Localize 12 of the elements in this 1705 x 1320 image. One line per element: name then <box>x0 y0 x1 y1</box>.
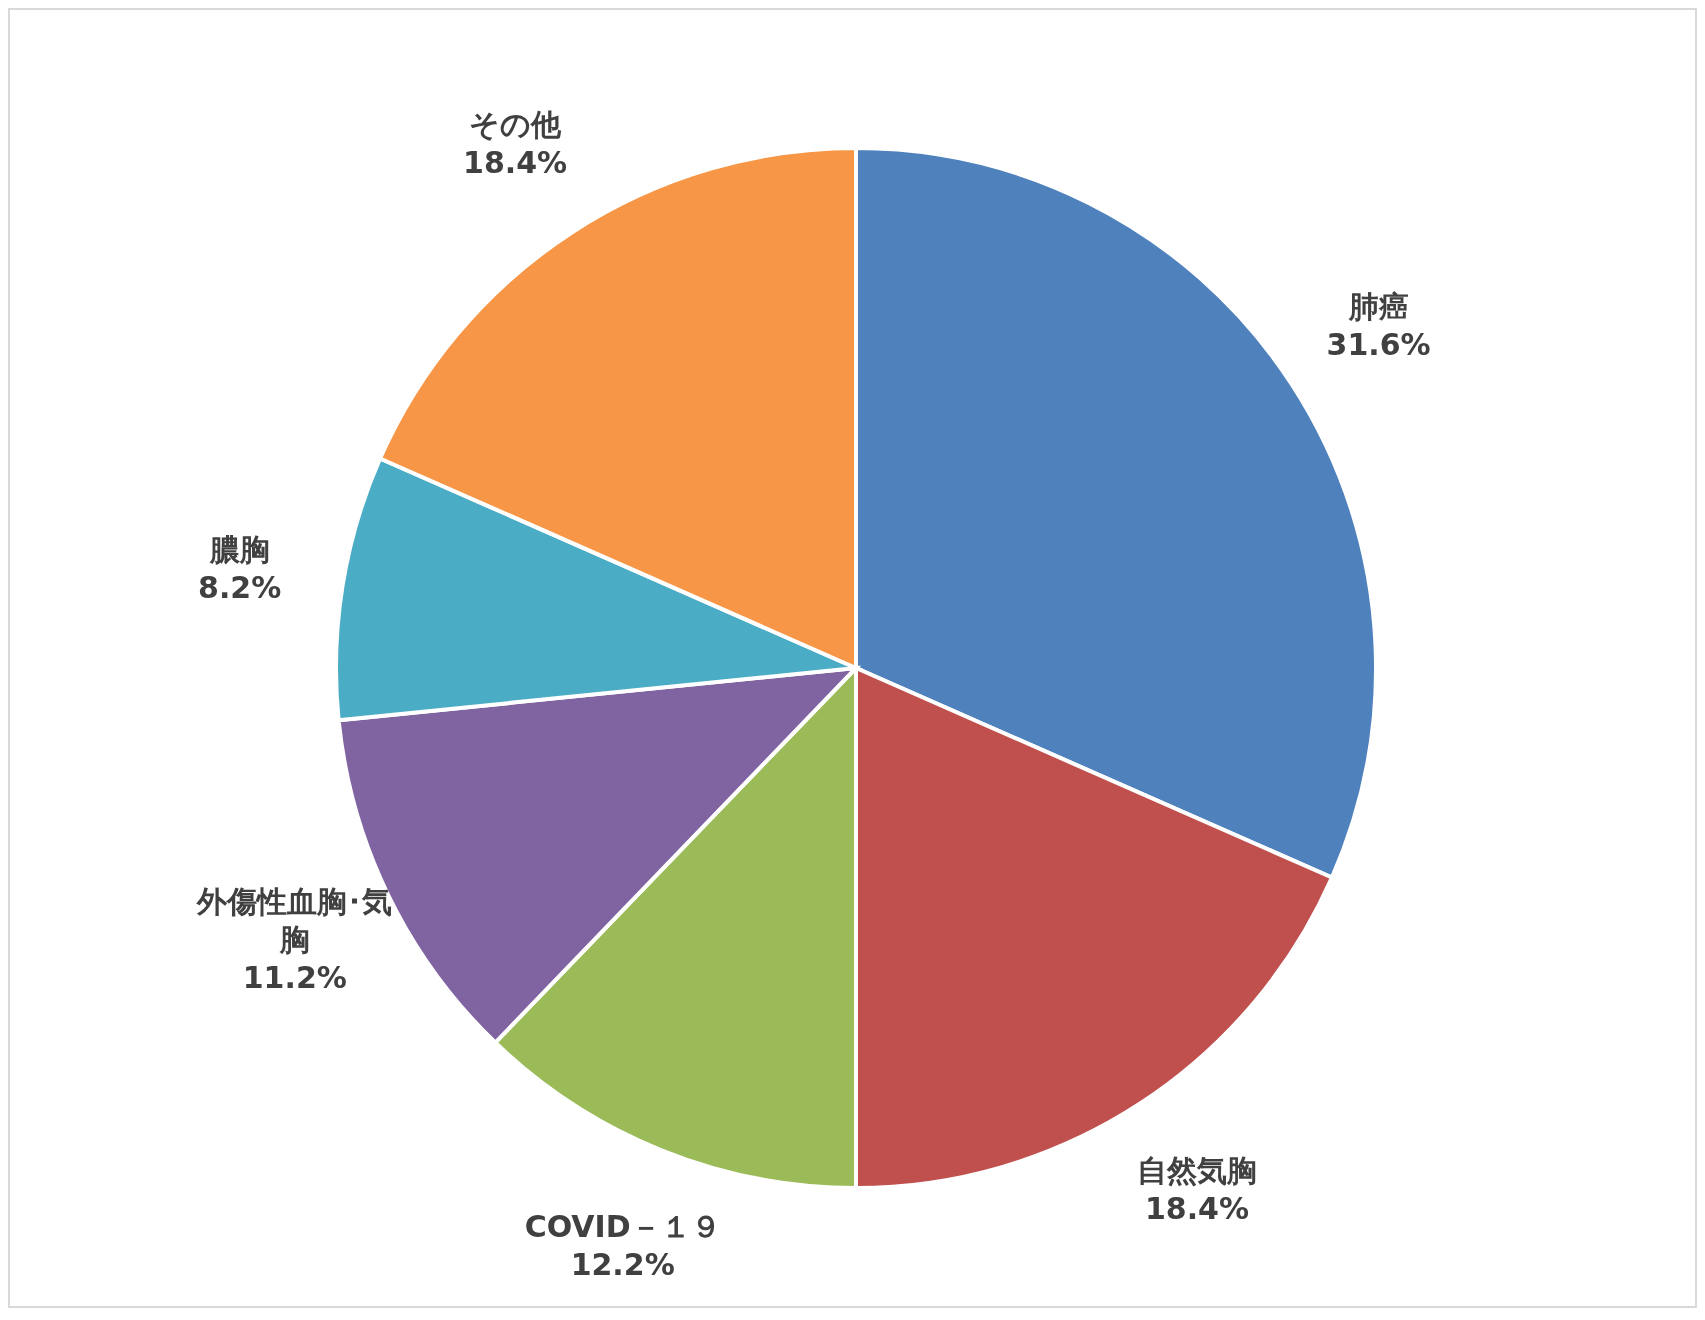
data-label: 31.6% <box>1326 326 1431 362</box>
slice-label: 自然気胸 <box>1136 1152 1257 1188</box>
slice-label: その他 <box>469 106 563 142</box>
data-label: 8.2% <box>198 569 282 605</box>
data-label: 12.2% <box>570 1246 675 1282</box>
slice-label: COVID－１９ <box>524 1208 721 1244</box>
slice-label: 外傷性血胸･気胸 <box>196 883 393 957</box>
data-label: 18.4% <box>1144 1190 1249 1226</box>
slice-label: 膿胸 <box>208 531 270 567</box>
slice-label: 肺癌 <box>1347 288 1409 324</box>
data-label: 18.4% <box>463 144 568 180</box>
data-label: 11.2% <box>242 959 347 995</box>
